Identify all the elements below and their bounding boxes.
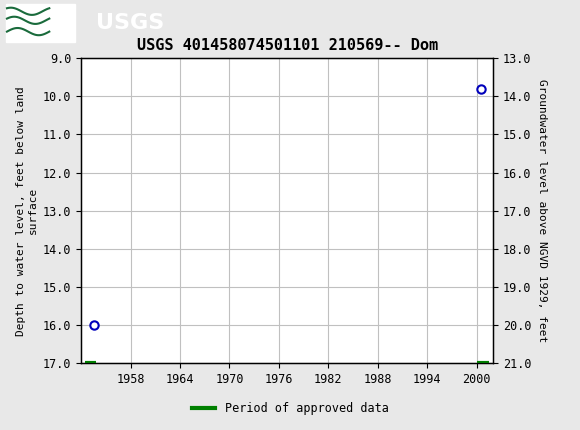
- Y-axis label: Groundwater level above NGVD 1929, feet: Groundwater level above NGVD 1929, feet: [536, 79, 547, 342]
- Y-axis label: Depth to water level, feet below land
surface: Depth to water level, feet below land su…: [16, 86, 38, 335]
- Bar: [6, 3, 75, 42]
- Title: USGS 401458074501101 210569-- Dom: USGS 401458074501101 210569-- Dom: [136, 38, 438, 53]
- Legend: Period of approved data: Period of approved data: [187, 397, 393, 420]
- Text: USGS: USGS: [96, 12, 164, 33]
